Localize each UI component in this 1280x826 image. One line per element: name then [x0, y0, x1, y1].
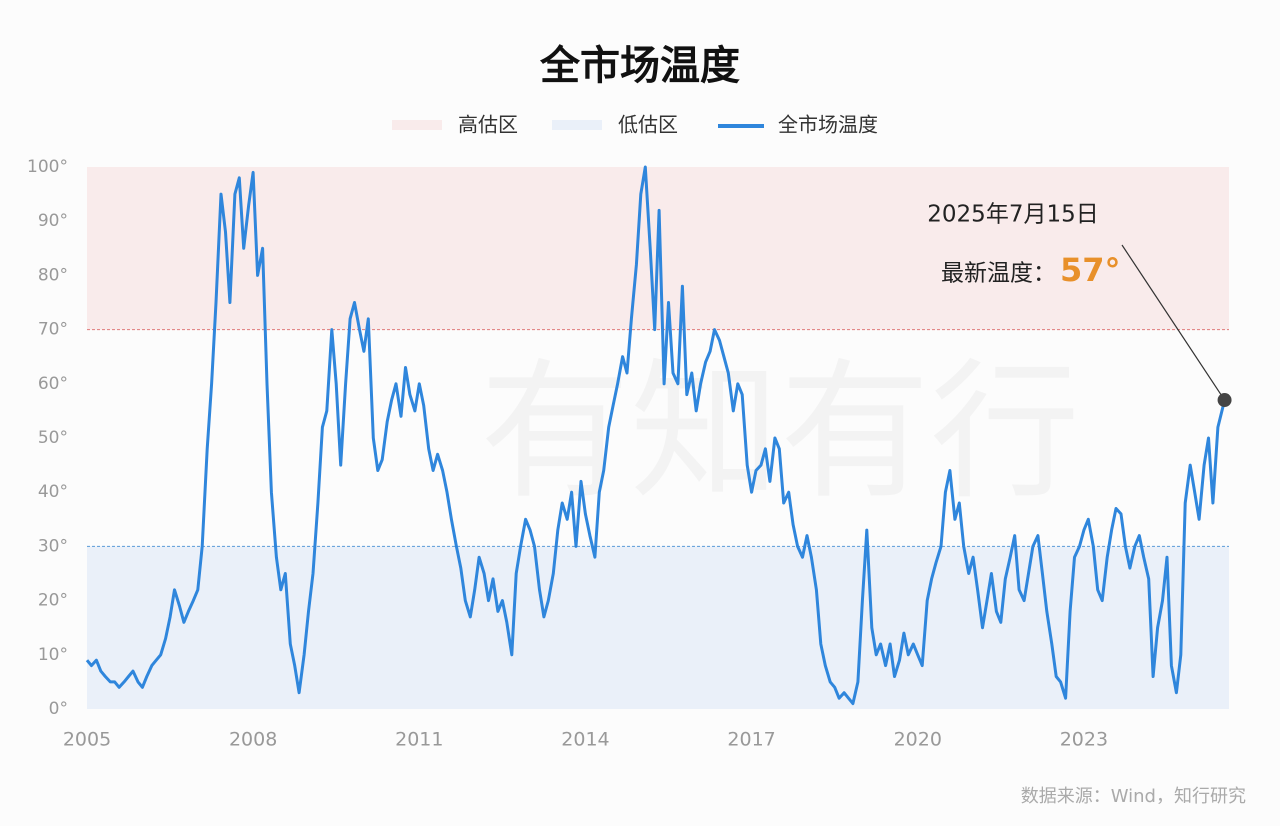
y-tick-label: 0° — [49, 699, 68, 719]
x-tick-label: 2005 — [63, 729, 111, 751]
y-tick-label: 50° — [38, 428, 68, 448]
chart-title: 全市场温度 — [539, 43, 740, 89]
x-tick-label: 2020 — [894, 729, 942, 751]
annotation-date: 2025年7月15日 — [927, 202, 1098, 228]
legend-label: 高估区 — [458, 113, 518, 137]
leader-line — [1121, 244, 1226, 401]
y-tick-label: 10° — [38, 645, 68, 665]
band — [87, 546, 1229, 709]
x-tick-label: 2014 — [561, 729, 609, 751]
latest-point — [1217, 393, 1232, 408]
x-tick-label: 2008 — [229, 729, 277, 751]
y-tick-label: 60° — [38, 374, 68, 394]
x-tick-label: 2023 — [1060, 729, 1108, 751]
y-tick-label: 90° — [38, 211, 68, 231]
x-tick-label: 2011 — [395, 729, 443, 751]
legend-swatch — [392, 120, 442, 130]
y-tick-label: 100° — [27, 157, 68, 177]
x-tick-label: 2017 — [727, 729, 775, 751]
y-tick-label: 30° — [38, 536, 68, 556]
annotation-label: 最新温度： — [941, 261, 1056, 287]
source-note: 数据来源：Wind，知行研究 — [1021, 786, 1246, 807]
annotation-value: 57° — [1060, 251, 1121, 289]
legend-label: 全市场温度 — [778, 113, 878, 137]
legend-label: 低估区 — [618, 113, 678, 137]
y-tick-label: 70° — [38, 320, 68, 340]
y-tick-label: 40° — [38, 482, 68, 502]
y-tick-label: 80° — [38, 265, 68, 285]
y-tick-label: 20° — [38, 591, 68, 611]
series-line — [85, 165, 1227, 706]
legend-swatch — [552, 120, 602, 130]
